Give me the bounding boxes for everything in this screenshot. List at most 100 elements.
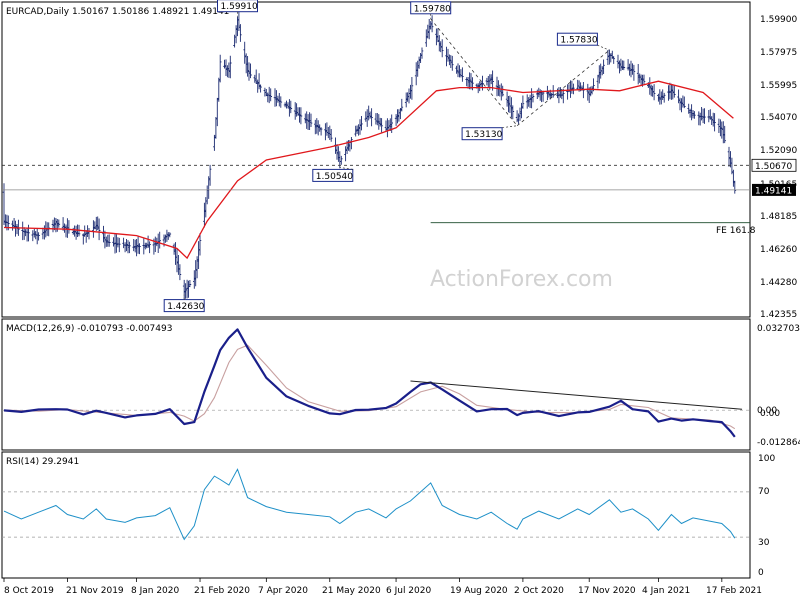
price-bar <box>430 15 434 33</box>
price-ytick: 1.57975 <box>760 48 797 58</box>
price-bar <box>340 155 343 165</box>
price-bar <box>178 264 182 281</box>
price-bar <box>400 98 404 112</box>
price-bar <box>168 232 172 238</box>
price-bar <box>188 280 192 288</box>
price-bar <box>723 125 726 144</box>
price-bar <box>259 84 262 93</box>
price-bar <box>461 67 464 82</box>
price-bar <box>57 219 61 228</box>
rsi-ytick: 30 <box>758 538 770 548</box>
price-ytick: 1.55995 <box>760 81 797 91</box>
swing-label: 1.53130 <box>465 130 502 140</box>
x-tick: 17 Nov 2020 <box>578 586 636 596</box>
macd-ytick: -0.012864 <box>757 438 800 448</box>
price-bar <box>642 74 646 85</box>
rsi-panel-frame <box>1 451 751 579</box>
price-bar <box>683 96 686 109</box>
price-bar <box>612 56 615 64</box>
x-tick: 21 May 2020 <box>322 586 381 596</box>
price-panel: 1.42630 1.59910 1.50540 1.59780 1.53130 1.578… <box>2 0 797 313</box>
price-header: EURCAD,Daily 1.50167 1.50186 1.48921 1.4… <box>6 7 229 17</box>
price-ytick: 1.46260 <box>760 245 797 255</box>
price-bar <box>370 108 373 127</box>
price-bar <box>138 243 141 255</box>
price-bar <box>198 233 202 256</box>
price-ytick: 1.44280 <box>760 278 797 288</box>
price-bar <box>239 24 242 42</box>
macd-panel <box>2 328 750 438</box>
price-bar <box>713 113 716 132</box>
price-bar <box>662 92 666 103</box>
price-bar <box>329 129 333 142</box>
price-bar <box>531 93 535 103</box>
price-ytick: 1.42355 <box>760 310 797 320</box>
x-tick: 8 Oct 2019 <box>4 586 54 596</box>
price-bar <box>501 85 504 97</box>
x-tick: 7 Apr 2020 <box>258 586 308 596</box>
swing-label-box <box>461 127 503 141</box>
x-tick: 19 Aug 2020 <box>450 586 508 596</box>
price-panel-frame <box>1 1 751 318</box>
swing-trend-line <box>516 49 610 127</box>
price-bar <box>410 77 414 100</box>
rsi-header: RSI(14) 29.2941 <box>6 457 79 467</box>
watermark: ActionForex.com <box>430 267 613 292</box>
price-bar <box>380 118 383 133</box>
price-bar <box>27 224 30 242</box>
price-bar <box>652 84 656 101</box>
current-price-tag: 1.49141 <box>755 186 792 196</box>
level-tag-box <box>751 158 797 172</box>
rsi-ytick: 100 <box>758 454 775 464</box>
price-ytick: 1.52090 <box>760 146 797 156</box>
price-bar <box>632 64 636 81</box>
swing-trend-line <box>430 18 518 126</box>
price-bar <box>97 218 101 241</box>
price-bar <box>128 241 131 254</box>
price-ytick: 1.59900 <box>760 15 797 25</box>
x-tick: 17 Feb 2021 <box>706 586 762 596</box>
swing-label: 1.59780 <box>414 4 451 14</box>
price-bar <box>148 241 151 254</box>
macd-ytick: 0.00 <box>760 409 780 419</box>
price-bar <box>521 95 525 109</box>
price-bar <box>208 164 212 186</box>
price-bar <box>451 55 454 71</box>
price-bar <box>289 100 293 114</box>
price-bar <box>572 83 575 95</box>
price-bar <box>249 63 252 79</box>
price-bar <box>693 111 696 119</box>
rsi-ytick: 70 <box>758 487 770 497</box>
price-bar <box>269 88 272 102</box>
swing-label: 1.59910 <box>221 2 258 12</box>
macd-ytick: 0.00 <box>757 406 777 416</box>
price-ytick: 1.54070 <box>760 113 797 123</box>
price-bar <box>703 108 706 124</box>
macd-trend-line <box>410 380 743 410</box>
macd-line <box>3 328 736 438</box>
price-bar <box>107 234 111 247</box>
price-bar <box>602 59 605 74</box>
price-bar <box>360 116 363 131</box>
swing-label-leader <box>502 125 518 129</box>
moving-average-line <box>3 80 734 260</box>
price-bar <box>541 90 545 102</box>
price-bar <box>733 180 737 194</box>
price-bar <box>309 113 313 127</box>
price-bar <box>279 96 283 108</box>
price-bar <box>299 107 303 125</box>
level-tag: 1.50670 <box>755 162 792 172</box>
swing-label: 1.42630 <box>167 302 204 312</box>
x-tick: 21 Nov 2019 <box>66 586 124 596</box>
swing-label: 1.50540 <box>316 172 353 182</box>
fe-label: FE 161.8 <box>716 226 756 236</box>
rsi-line <box>3 468 736 541</box>
macd-header: MACD(12,26,9) -0.010793 -0.007493 <box>6 324 172 334</box>
price-bar <box>229 55 232 79</box>
price-ytick: 1.48185 <box>760 212 797 222</box>
rsi-ytick: 0 <box>758 568 764 578</box>
price-bar <box>622 60 626 71</box>
swing-label-box <box>556 32 598 46</box>
